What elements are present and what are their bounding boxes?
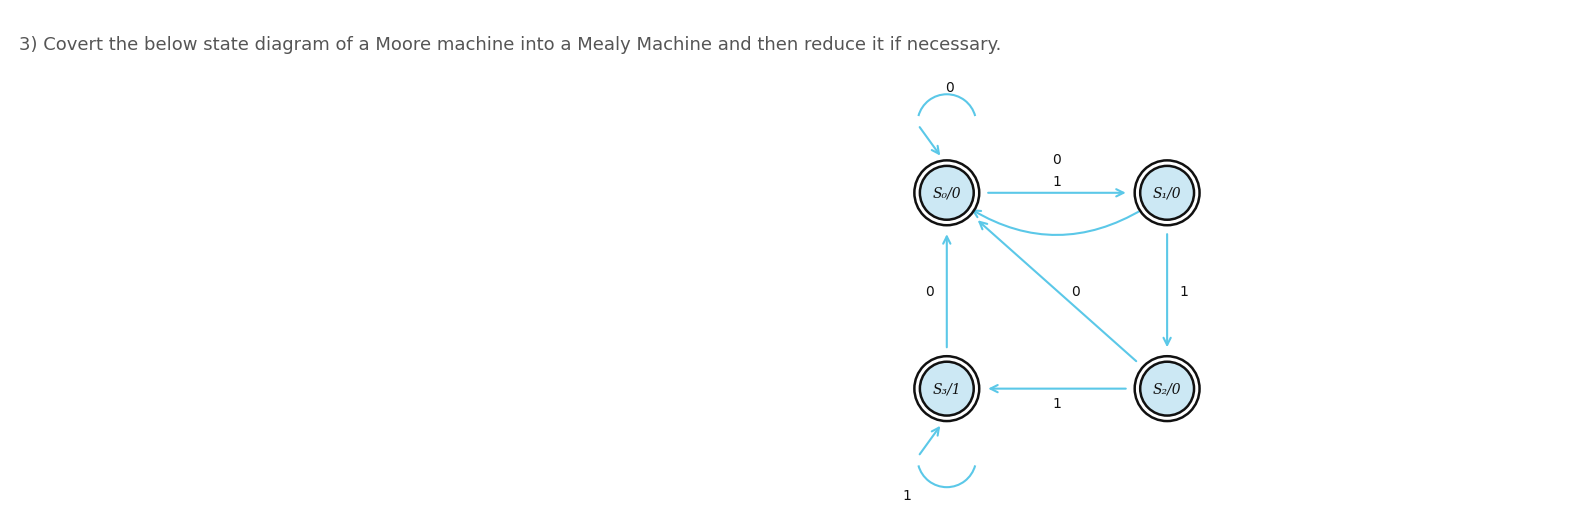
Circle shape	[1140, 166, 1194, 220]
Circle shape	[1134, 356, 1199, 421]
Text: 1: 1	[1052, 174, 1061, 188]
Text: 0: 0	[1071, 284, 1080, 298]
Text: S₀/0: S₀/0	[933, 186, 961, 201]
Text: S₁/0: S₁/0	[1153, 186, 1182, 201]
Circle shape	[920, 362, 974, 416]
Circle shape	[1134, 161, 1199, 226]
Circle shape	[914, 356, 979, 421]
Circle shape	[1140, 362, 1194, 416]
Text: 3) Covert the below state diagram of a Moore machine into a Mealy Machine and th: 3) Covert the below state diagram of a M…	[19, 36, 1001, 53]
Text: 1: 1	[1180, 284, 1188, 298]
Text: 0: 0	[925, 284, 935, 298]
Circle shape	[914, 161, 979, 226]
Text: S₃/1: S₃/1	[933, 382, 961, 396]
Text: 0: 0	[946, 81, 954, 95]
Text: S₂/0: S₂/0	[1153, 382, 1182, 396]
Text: 1: 1	[1052, 397, 1061, 411]
Circle shape	[920, 166, 974, 220]
Text: 1: 1	[901, 488, 911, 501]
Text: 0: 0	[1053, 152, 1061, 166]
